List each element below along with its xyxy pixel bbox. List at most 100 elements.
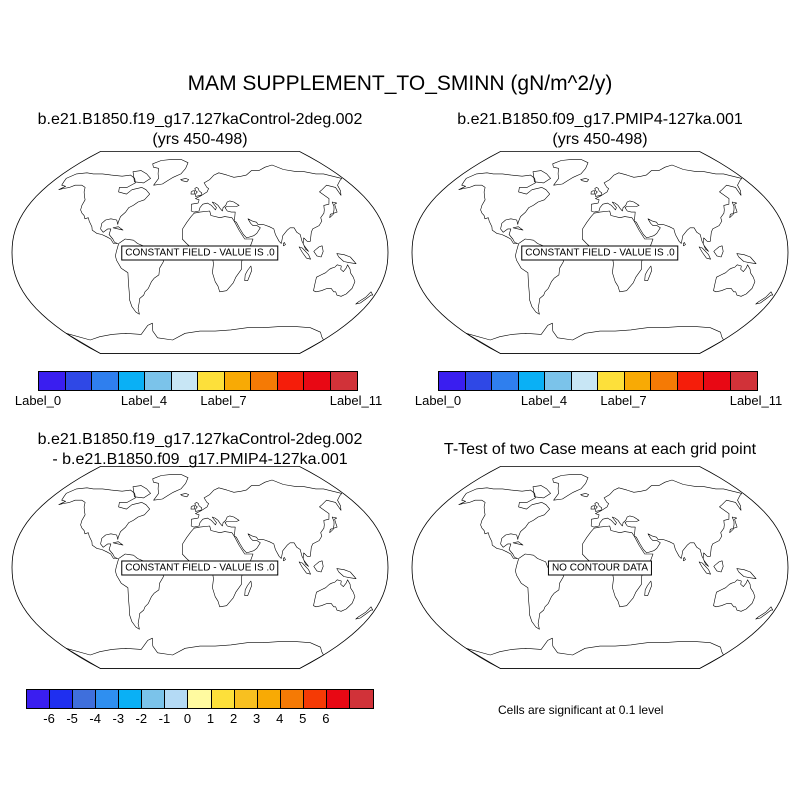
- colorbar-label: 1: [206, 711, 215, 726]
- ttest-significance-note: Cells are significant at 0.1 level: [498, 703, 664, 717]
- panel-4-message: NO CONTOUR DATA: [547, 560, 653, 576]
- coastline: [132, 170, 151, 184]
- coastline: [458, 172, 550, 244]
- colorbar-cell: [624, 372, 651, 390]
- colorbar-label: Label_7: [200, 393, 247, 408]
- colorbar-label: -2: [135, 711, 148, 726]
- coastline: [644, 265, 652, 281]
- coastline: [298, 561, 311, 575]
- colorbar-cell: [73, 690, 97, 708]
- colorbar-cell: [50, 690, 74, 708]
- coastline: [594, 502, 603, 512]
- map-boundary: [11, 466, 389, 669]
- panel-2-title-line-1: b.e21.B1850.f09_g17.PMIP4-127ka.001: [457, 111, 743, 128]
- colorbar-cell: [92, 372, 119, 390]
- colorbar-cell: [234, 690, 258, 708]
- coastline: [355, 606, 374, 620]
- colorbar-label: 2: [229, 711, 238, 726]
- colorbar-label: -1: [158, 711, 171, 726]
- coastline: [329, 201, 338, 218]
- colorbar-cell: [118, 372, 145, 390]
- coastline: [532, 170, 551, 184]
- colorbar-label: Label_0: [14, 393, 62, 408]
- coastline: [736, 253, 757, 264]
- colorbar-cell: [326, 690, 350, 708]
- panel-1-title: b.e21.B1850.f19_g17.127kaControl-2deg.00…: [0, 110, 400, 150]
- coastline: [512, 541, 524, 546]
- coastline: [458, 487, 550, 559]
- colorbar-label: Label_4: [120, 393, 168, 408]
- coastline: [336, 568, 357, 579]
- panel-1-message: CONSTANT FIELD - VALUE IS .0: [121, 245, 279, 261]
- panel-4-title: T-Test of two Case means at each grid po…: [400, 440, 800, 460]
- colorbar-label: Label_11: [729, 393, 783, 408]
- panel-2-map: CONSTANT FIELD - VALUE IS .0: [410, 150, 790, 355]
- coastline: [683, 557, 686, 562]
- colorbar-cell: [303, 690, 327, 708]
- panel-1-title-line-2: (yrs 450-498): [152, 131, 248, 148]
- coastline: [58, 172, 150, 244]
- panel-3-title-line-1: b.e21.B1850.f19_g17.127kaControl-2deg.00…: [37, 431, 363, 448]
- colorbar-label: 6: [322, 711, 330, 726]
- colorbar-cell: [142, 690, 166, 708]
- colorbar-label: Label_11: [329, 393, 383, 408]
- coastline: [190, 479, 342, 567]
- coastline: [58, 487, 150, 559]
- coastline: [590, 479, 742, 567]
- colorbar-label: 0: [183, 711, 192, 726]
- world-map-1: [11, 151, 389, 354]
- colorbar-label: 4: [276, 711, 284, 726]
- coastline: [729, 516, 738, 533]
- colorbar-cell: [465, 372, 492, 390]
- world-map-4: [411, 466, 789, 669]
- coastline: [552, 474, 589, 501]
- coastline: [336, 253, 357, 264]
- coastline: [313, 579, 356, 612]
- coastline: [713, 264, 756, 297]
- panel-1-map: CONSTANT FIELD - VALUE IS .0: [10, 150, 390, 355]
- colorbar-cell: [651, 372, 678, 390]
- coastline: [713, 560, 724, 573]
- colorbar-label: Label_0: [414, 393, 462, 408]
- coastline: [698, 246, 711, 260]
- panel-2-title: b.e21.B1850.f09_g17.PMIP4-127ka.001 (yrs…: [400, 110, 800, 150]
- coastline: [683, 242, 686, 247]
- colorbar-cell: [492, 372, 519, 390]
- coastline: [112, 226, 124, 231]
- colorbar-cell: [277, 372, 304, 390]
- colorbar-cell: [518, 372, 545, 390]
- colorbar-cell: [439, 372, 466, 390]
- coastline: [283, 557, 286, 562]
- coastline: [590, 505, 595, 510]
- coastline: [244, 580, 252, 596]
- coastline: [132, 485, 151, 499]
- panel-3-title-line-2: - b.e21.B1850.f09_g17.PMIP4-127ka.001: [52, 451, 348, 468]
- world-map-2: [411, 151, 789, 354]
- coastline: [755, 606, 774, 620]
- colorbar-cell: [224, 372, 251, 390]
- map-boundary: [411, 151, 789, 354]
- panel-2-title-line-2: (yrs 450-498): [552, 131, 648, 148]
- coastline: [65, 637, 324, 669]
- colorbar-cell: [571, 372, 598, 390]
- coastline: [713, 245, 724, 258]
- coastline: [512, 226, 524, 231]
- coastline: [313, 264, 356, 297]
- coastline: [465, 637, 724, 669]
- colorbar-label: 3: [253, 711, 261, 726]
- colorbar-cell: [349, 690, 373, 708]
- coastline: [152, 159, 189, 186]
- coastline: [329, 516, 338, 533]
- coastline: [152, 474, 189, 501]
- colorbar-cell: [330, 372, 357, 390]
- coastline: [713, 579, 756, 612]
- coastline: [532, 485, 551, 499]
- colorbar-cell: [65, 372, 92, 390]
- coastline: [112, 541, 124, 546]
- panel-3-title: b.e21.B1850.f19_g17.127kaControl-2deg.00…: [0, 430, 400, 470]
- panel-3-map: CONSTANT FIELD - VALUE IS .0: [10, 465, 390, 670]
- coastline: [736, 568, 757, 579]
- coastline: [580, 178, 589, 183]
- coastline: [180, 493, 189, 498]
- colorbar-cell: [251, 372, 278, 390]
